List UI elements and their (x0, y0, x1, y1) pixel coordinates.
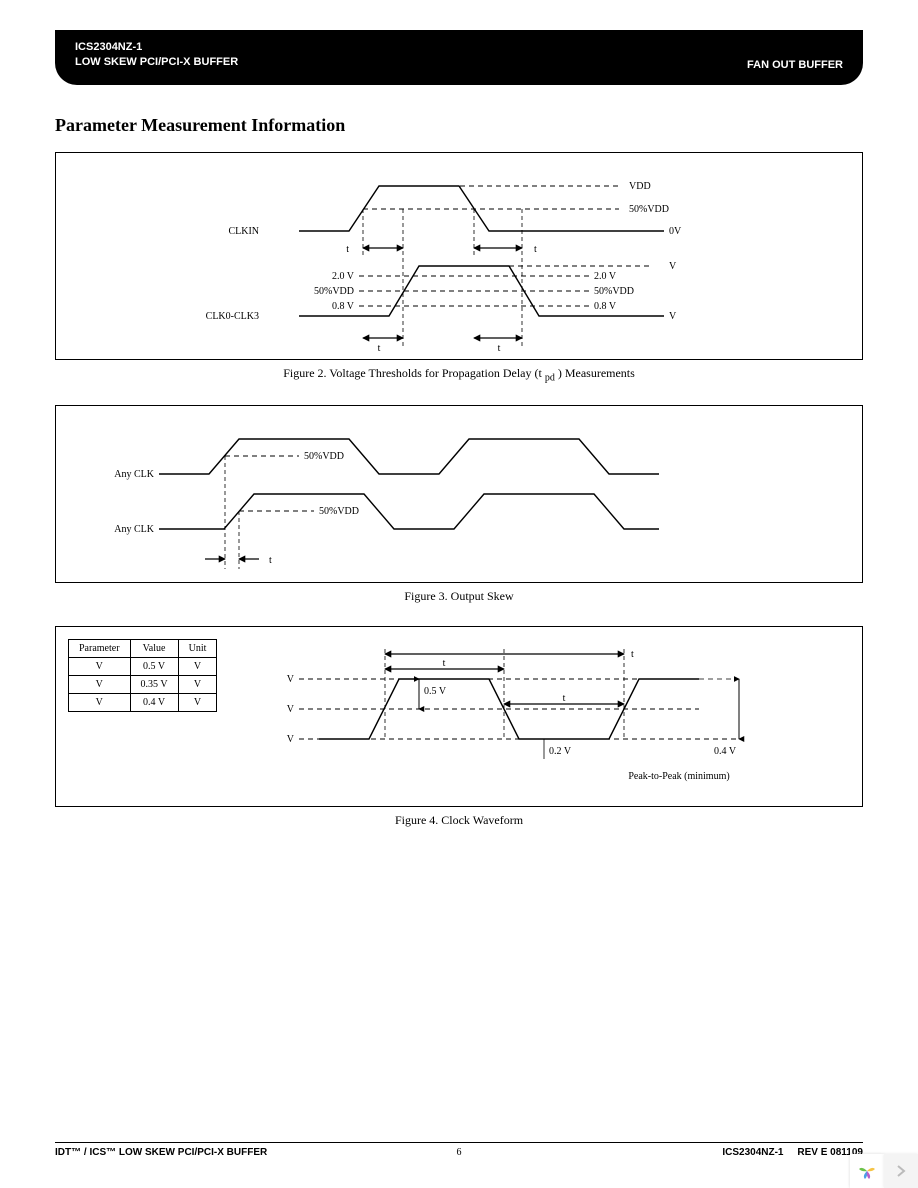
fig4-pk: Peak-to-Peak (minimum) (628, 771, 729, 782)
fig2-50vdd-right: 50%VDD (594, 286, 634, 297)
fig2-t2: t (534, 244, 537, 255)
footer-page-number: 6 (457, 1147, 462, 1158)
fig4-col2: Unit (178, 640, 217, 658)
fig4-tl: t (562, 693, 565, 704)
header-left: ICS2304NZ-1 LOW SKEW PCI/PCI-X BUFFER (75, 40, 238, 71)
fig2-08v-right: 0.8 V (594, 301, 617, 312)
cell: V (69, 694, 131, 712)
figure3-box: 50%VDD Any CLK 50%VDD Any CLK t (55, 405, 863, 583)
figure2-caption: Figure 2. Voltage Thresholds for Propaga… (55, 366, 863, 383)
figure3-svg: 50%VDD Any CLK 50%VDD Any CLK t (79, 414, 839, 574)
corner-widget (850, 1154, 918, 1188)
fig3-t: t (269, 555, 272, 566)
fig2-cap-suffix: ) Measurements (558, 366, 635, 380)
fig3-label-b: Any CLK (114, 524, 155, 535)
header-right: FAN OUT BUFFER (747, 59, 843, 71)
fig2-cap-sub: pd (545, 372, 555, 383)
cell: 0.5 V (130, 658, 178, 676)
figure4-table: Parameter Value Unit V 0.5 V V V 0.35 V … (68, 639, 217, 712)
fig4-vbot: V (286, 734, 294, 745)
header-part-number: ICS2304NZ-1 (75, 40, 238, 55)
section-title: Parameter Measurement Information (55, 115, 863, 136)
cell: V (178, 694, 217, 712)
footer-right: ICS2304NZ-1 REV E 081109 (722, 1147, 863, 1158)
fig2-08v-left: 0.8 V (332, 301, 355, 312)
fig2-2v-right: 2.0 V (594, 271, 617, 282)
table-row: V 0.35 V V (69, 676, 217, 694)
fig4-v02: 0.2 V (549, 746, 572, 757)
fig4-ttop: t (631, 649, 634, 660)
fig2-tb2: t (498, 343, 501, 351)
header-subtitle: LOW SKEW PCI/PCI-X BUFFER (75, 55, 238, 70)
fig3-50b: 50%VDD (319, 506, 359, 517)
fig2-50vdd-label: 50%VDD (629, 204, 669, 215)
fig2-0v-label: 0V (669, 226, 682, 237)
fig4-v04: 0.4 V (714, 746, 737, 757)
footer: IDT™ / ICS™ LOW SKEW PCI/PCI-X BUFFER 6 … (55, 1142, 863, 1158)
figure3-caption: Figure 3. Output Skew (55, 589, 863, 604)
figure4-svg: V V V t t t 0.5 (259, 639, 819, 794)
fig2-50vdd-left: 50%VDD (314, 286, 354, 297)
fig2-cap-prefix: Figure 2. Voltage Thresholds for Propaga… (283, 366, 542, 380)
footer-part: ICS2304NZ-1 (722, 1147, 783, 1158)
figure4-caption: Figure 4. Clock Waveform (55, 813, 863, 828)
fig2-clkin-label: CLKIN (228, 226, 259, 237)
fig2-t1: t (346, 244, 349, 255)
figure2-svg: VDD 50%VDD 0V CLKIN t t (99, 161, 819, 351)
header-band: ICS2304NZ-1 LOW SKEW PCI/PCI-X BUFFER FA… (55, 30, 863, 85)
next-page-button[interactable] (884, 1154, 918, 1188)
cell: V (178, 676, 217, 694)
fig2-clkout-label: CLK0-CLK3 (206, 311, 259, 322)
cell: 0.4 V (130, 694, 178, 712)
logo-icon (850, 1154, 884, 1188)
fig3-50a: 50%VDD (304, 451, 344, 462)
fig4-th: t (442, 658, 445, 669)
fig4-col0: Parameter (69, 640, 131, 658)
fig2-vlow: V (669, 311, 677, 322)
fig3-label-a: Any CLK (114, 469, 155, 480)
cell: V (69, 658, 131, 676)
footer-left: IDT™ / ICS™ LOW SKEW PCI/PCI-X BUFFER (55, 1147, 267, 1158)
fig4-vtop: V (286, 674, 294, 685)
fig4-v05: 0.5 V (424, 686, 447, 697)
fig2-tb1: t (378, 343, 381, 351)
cell: V (69, 676, 131, 694)
cell: 0.35 V (130, 676, 178, 694)
fig4-vmid: V (286, 704, 294, 715)
figure2-box: VDD 50%VDD 0V CLKIN t t (55, 152, 863, 360)
figure4-box: Parameter Value Unit V 0.5 V V V 0.35 V … (55, 626, 863, 807)
table-row: V 0.4 V V (69, 694, 217, 712)
fig2-vdd-label: VDD (629, 181, 651, 192)
fig2-vhigh: V (669, 261, 677, 272)
table-row: V 0.5 V V (69, 658, 217, 676)
fig2-2v-left: 2.0 V (332, 271, 355, 282)
cell: V (178, 658, 217, 676)
fig4-col1: Value (130, 640, 178, 658)
